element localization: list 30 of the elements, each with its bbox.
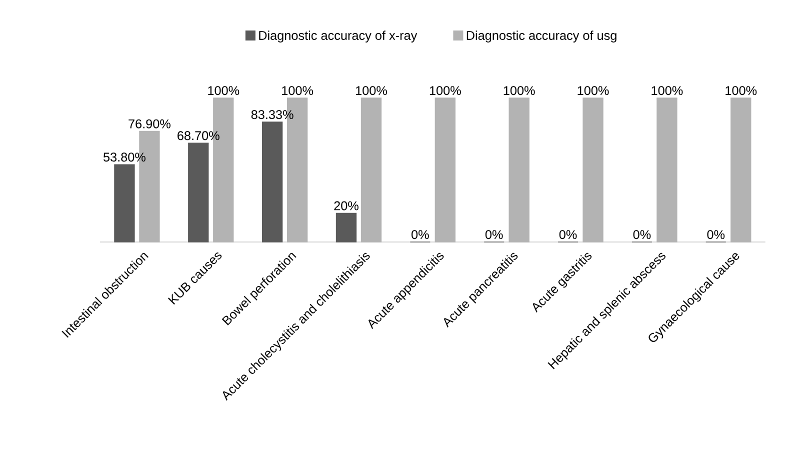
- bar: [262, 122, 283, 242]
- data-label: 0%: [485, 230, 503, 240]
- data-label: 0%: [412, 230, 429, 240]
- bar: [582, 98, 604, 242]
- legend-label: Diagnostic accuracy of usg: [466, 30, 616, 42]
- data-label: 0%: [707, 230, 725, 240]
- bar: [114, 164, 135, 242]
- data-label: 68.70%: [178, 131, 220, 140]
- data-label: 100%: [726, 86, 757, 96]
- legend-label: Diagnostic accuracy of x-ray: [259, 30, 418, 42]
- data-label: 100%: [578, 86, 609, 96]
- data-label: 100%: [504, 86, 535, 96]
- data-label: 20%: [334, 201, 358, 210]
- data-label: 0%: [633, 230, 651, 240]
- data-label: 53.80%: [103, 152, 146, 162]
- data-label: 100%: [652, 86, 683, 96]
- data-label: 0%: [559, 230, 577, 240]
- data-label: 100%: [356, 86, 387, 96]
- data-label: 83.33%: [251, 110, 294, 120]
- bar: [508, 98, 530, 242]
- data-label: 100%: [430, 86, 461, 96]
- bar: [360, 98, 382, 242]
- bar: [336, 212, 357, 242]
- data-label: 100%: [282, 86, 314, 96]
- data-label: 100%: [208, 86, 240, 96]
- bar: [656, 98, 678, 242]
- bar: [730, 98, 752, 242]
- data-label: 76.90%: [128, 119, 170, 128]
- bar: [188, 142, 209, 242]
- bar: [434, 98, 456, 242]
